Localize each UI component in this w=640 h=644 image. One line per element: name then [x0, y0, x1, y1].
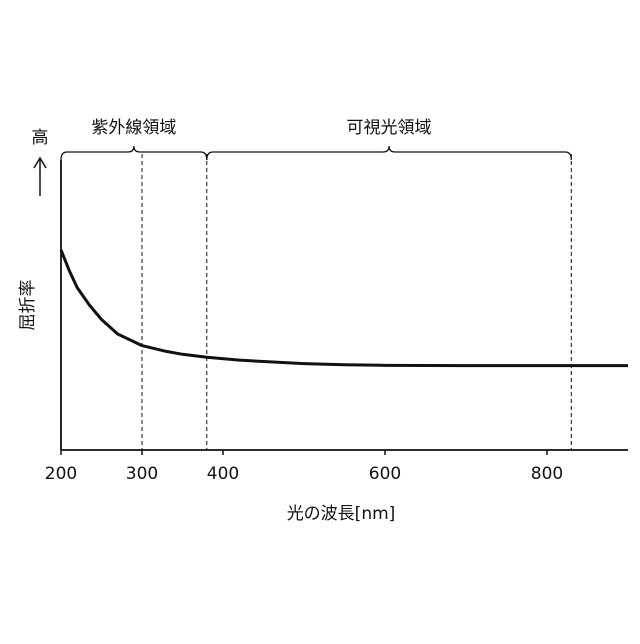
chart: 光の波長[nm] 屈折率 高 200 300 400 600 800 紫外線領域 可視光領域: [0, 0, 640, 640]
background: [0, 0, 640, 640]
x-tick-label: 800: [531, 464, 563, 484]
x-tick-label: 600: [369, 464, 401, 484]
x-tick-label: 400: [207, 464, 239, 484]
x-axis-label: 光の波長[nm]: [287, 504, 396, 524]
region-label: 紫外線領域: [91, 118, 176, 138]
y-axis-label: 屈折率: [18, 280, 38, 331]
x-tick-label: 200: [45, 464, 77, 484]
region-label: 可視光領域: [347, 118, 432, 138]
x-tick-label: 300: [126, 464, 158, 484]
y-direction-label: 高: [32, 128, 49, 148]
